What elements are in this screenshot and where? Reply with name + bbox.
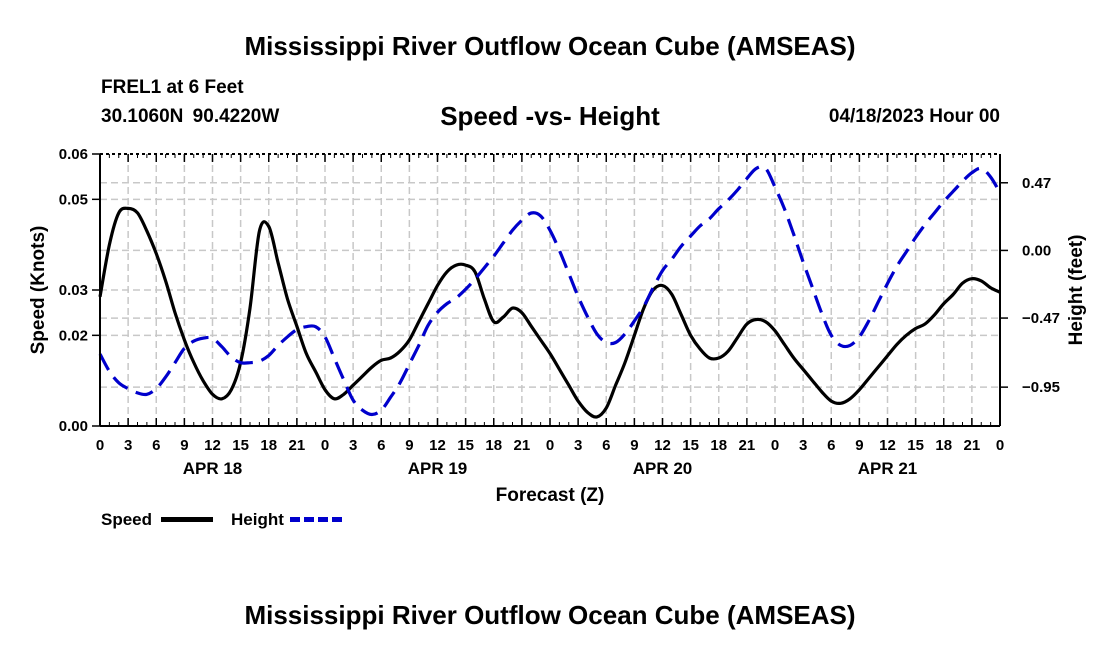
y2-tick-label: −0.47 (1022, 310, 1060, 327)
date-label: APR 18 (183, 459, 243, 478)
y-tick-label: 0.05 (59, 191, 88, 208)
y2-axis-title: Height (feet) (1066, 235, 1087, 346)
legend-speed-label: Speed (101, 510, 153, 529)
x-tick-label: 9 (180, 437, 188, 454)
x-tick-label: 9 (855, 437, 863, 454)
x-tick-label: 0 (96, 437, 104, 454)
x-tick-label: 3 (799, 437, 807, 454)
forecast-date: 04/18/2023 Hour 00 (828, 106, 1000, 127)
x-tick-label: 12 (654, 437, 671, 454)
x-tick-label: 15 (457, 437, 474, 454)
axes (92, 153, 1008, 427)
series-line-speed (98, 206, 1001, 419)
x-tick-label: 6 (152, 437, 160, 454)
x-tick-label: 0 (546, 437, 554, 454)
x-tick-label: 6 (827, 437, 835, 454)
x-tick-label: 21 (514, 437, 531, 454)
x-tick-label: 3 (124, 437, 132, 454)
series-line-height (98, 164, 1002, 417)
station-name: FREL1 at 6 Feet (101, 77, 244, 98)
series-layer (98, 164, 1002, 419)
legend-height-label: Height (231, 510, 284, 529)
x-tick-label: 0 (321, 437, 329, 454)
x-tick-label: 0 (771, 437, 779, 454)
x-tick-label: 0 (996, 437, 1004, 454)
x-tick-label: 3 (574, 437, 582, 454)
page-title-bottom: Mississippi River Outflow Ocean Cube (AM… (244, 600, 856, 630)
x-tick-label: 21 (964, 437, 981, 454)
x-tick-label: 15 (907, 437, 924, 454)
station-coordinates: 30.1060N 90.4220W (101, 106, 280, 127)
y-axis-title: Speed (Knots) (28, 226, 49, 355)
x-tick-label: 12 (204, 437, 221, 454)
x-tick-label: 12 (879, 437, 896, 454)
axis-labels: 0 3 6 9 12 15 18 21 0 3 6 9 12 15 18 21 0 3 6 9 12 15 18 21 0 3 6 9… (28, 146, 1087, 506)
date-label: APR 19 (408, 459, 468, 478)
date-label: APR 20 (633, 459, 693, 478)
y-tick-label: 0.03 (59, 282, 88, 299)
y-tick-label: 0.02 (59, 327, 88, 344)
x-tick-label: 3 (349, 437, 357, 454)
x-tick-label: 18 (935, 437, 952, 454)
legend-height-swatch (290, 517, 342, 522)
y-tick-label: 0.06 (59, 146, 88, 163)
x-tick-label: 18 (710, 437, 727, 454)
x-tick-label: 6 (602, 437, 610, 454)
x-tick-label: 18 (485, 437, 502, 454)
x-tick-label: 15 (682, 437, 699, 454)
x-tick-label: 21 (739, 437, 756, 454)
y2-tick-label: 0.00 (1022, 242, 1051, 259)
x-axis-title: Forecast (Z) (496, 485, 605, 506)
x-tick-label: 6 (377, 437, 385, 454)
x-tick-label: 18 (260, 437, 277, 454)
x-tick-label: 21 (289, 437, 306, 454)
chart-subtitle: Speed -vs- Height (440, 101, 660, 131)
x-tick-label: 9 (630, 437, 638, 454)
y2-tick-label: −0.95 (1022, 379, 1060, 396)
x-tick-label: 12 (429, 437, 446, 454)
legend-speed-swatch (161, 517, 213, 522)
page-title-top: Mississippi River Outflow Ocean Cube (AM… (244, 31, 856, 61)
y2-tick-label: 0.47 (1022, 175, 1051, 192)
x-tick-label: 9 (405, 437, 413, 454)
x-tick-label: 15 (232, 437, 249, 454)
date-label: APR 21 (858, 459, 918, 478)
y-tick-label: 0.00 (59, 418, 88, 435)
grid (100, 154, 1000, 426)
